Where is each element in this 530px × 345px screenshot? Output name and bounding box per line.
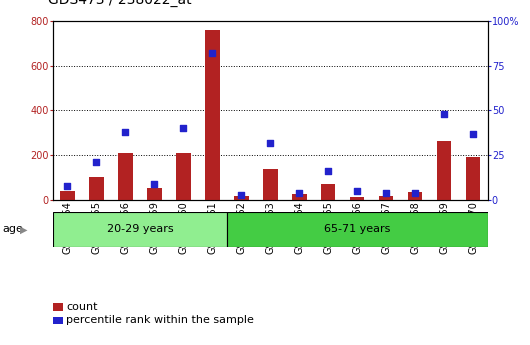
Point [208, 50, 217, 56]
Point [353, 188, 361, 194]
Bar [437, 141, 452, 200]
Bar [205, 30, 219, 200]
Bar [379, 196, 393, 200]
Text: 20-29 years: 20-29 years [107, 225, 173, 234]
Point [411, 190, 419, 196]
Text: age: age [3, 225, 23, 234]
Point [63, 183, 72, 188]
Bar [118, 153, 132, 200]
Bar [60, 191, 75, 200]
Bar [176, 153, 191, 200]
Point [179, 126, 188, 131]
Point [382, 190, 391, 196]
Bar [292, 195, 306, 200]
Bar [53, 212, 227, 247]
Bar [147, 188, 162, 200]
Text: count: count [66, 302, 98, 312]
Point [324, 169, 332, 174]
Bar [408, 192, 422, 200]
Bar [350, 197, 365, 200]
Point [440, 111, 448, 117]
Point [295, 190, 304, 196]
Bar [234, 196, 249, 200]
Bar [227, 212, 488, 247]
Text: ▶: ▶ [20, 225, 28, 234]
Point [237, 192, 245, 197]
Point [121, 129, 130, 135]
Point [469, 131, 478, 137]
Bar [466, 157, 480, 200]
Point [266, 140, 275, 146]
Text: GDS473 / 238022_at: GDS473 / 238022_at [48, 0, 191, 7]
Text: 65-71 years: 65-71 years [324, 225, 391, 234]
Bar [89, 177, 104, 200]
Bar [321, 184, 335, 200]
Bar [263, 169, 278, 200]
Point [150, 181, 158, 187]
Text: percentile rank within the sample: percentile rank within the sample [66, 315, 254, 325]
Point [92, 160, 101, 165]
